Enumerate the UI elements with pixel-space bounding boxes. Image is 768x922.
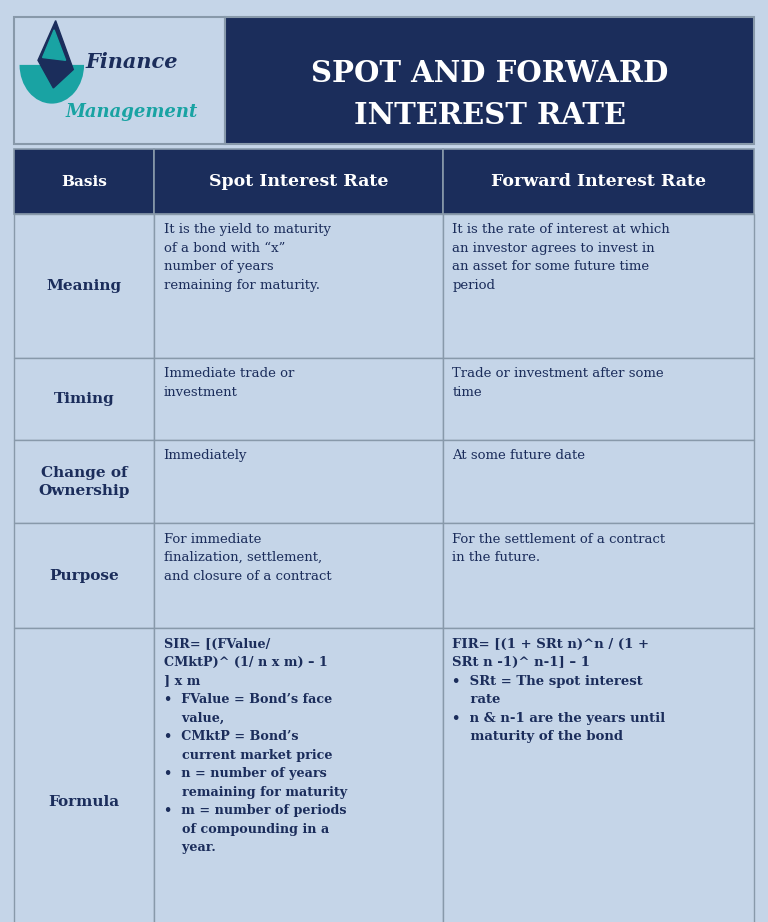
FancyBboxPatch shape [225, 17, 754, 144]
FancyBboxPatch shape [14, 149, 154, 214]
FancyBboxPatch shape [154, 358, 443, 440]
FancyBboxPatch shape [443, 628, 754, 922]
Text: SIR= [(FValue/
CMktP)^ (1/ n x m) – 1
] x m
•  FValue = Bond’s face
    value,
•: SIR= [(FValue/ CMktP)^ (1/ n x m) – 1 ] … [164, 637, 347, 854]
Text: For the settlement of a contract
in the future.: For the settlement of a contract in the … [452, 533, 666, 564]
FancyBboxPatch shape [14, 440, 154, 524]
Wedge shape [19, 65, 84, 103]
Text: Purpose: Purpose [49, 569, 119, 583]
FancyBboxPatch shape [14, 17, 225, 144]
Text: SPOT AND FORWARD: SPOT AND FORWARD [311, 59, 668, 89]
FancyBboxPatch shape [154, 214, 443, 358]
Text: INTEREST RATE: INTEREST RATE [353, 101, 625, 130]
FancyBboxPatch shape [14, 358, 154, 440]
Polygon shape [42, 30, 65, 60]
FancyBboxPatch shape [443, 524, 754, 628]
Text: Management: Management [66, 103, 198, 121]
Text: Spot Interest Rate: Spot Interest Rate [209, 173, 389, 190]
Text: It is the yield to maturity
of a bond with “x”
number of years
remaining for mat: It is the yield to maturity of a bond wi… [164, 223, 331, 292]
FancyBboxPatch shape [14, 628, 154, 922]
FancyBboxPatch shape [14, 524, 154, 628]
Text: Trade or investment after some
time: Trade or investment after some time [452, 367, 664, 399]
Text: Immediately: Immediately [164, 449, 247, 462]
Text: Immediate trade or
investment: Immediate trade or investment [164, 367, 294, 399]
FancyBboxPatch shape [154, 440, 443, 524]
Text: Formula: Formula [48, 795, 120, 809]
Text: Forward Interest Rate: Forward Interest Rate [492, 173, 707, 190]
FancyBboxPatch shape [154, 628, 443, 922]
Text: Finance: Finance [86, 53, 178, 72]
Text: Timing: Timing [54, 392, 114, 406]
Text: FIR= [(1 + SRt n)^n / (1 +
SRt n -1)^ n-1] – 1
•  SRt = The spot interest
    ra: FIR= [(1 + SRt n)^n / (1 + SRt n -1)^ n-… [452, 637, 666, 743]
Polygon shape [38, 20, 73, 88]
FancyBboxPatch shape [154, 524, 443, 628]
Text: At some future date: At some future date [452, 449, 585, 462]
FancyBboxPatch shape [14, 214, 154, 358]
Text: Change of
Ownership: Change of Ownership [38, 466, 130, 498]
FancyBboxPatch shape [154, 149, 443, 214]
Text: Meaning: Meaning [47, 279, 121, 293]
Text: It is the rate of interest at which
an investor agrees to invest in
an asset for: It is the rate of interest at which an i… [452, 223, 670, 292]
FancyBboxPatch shape [443, 149, 754, 214]
FancyBboxPatch shape [443, 214, 754, 358]
Text: For immediate
finalization, settlement,
and closure of a contract: For immediate finalization, settlement, … [164, 533, 331, 583]
FancyBboxPatch shape [443, 440, 754, 524]
FancyBboxPatch shape [443, 358, 754, 440]
Text: Basis: Basis [61, 174, 107, 189]
